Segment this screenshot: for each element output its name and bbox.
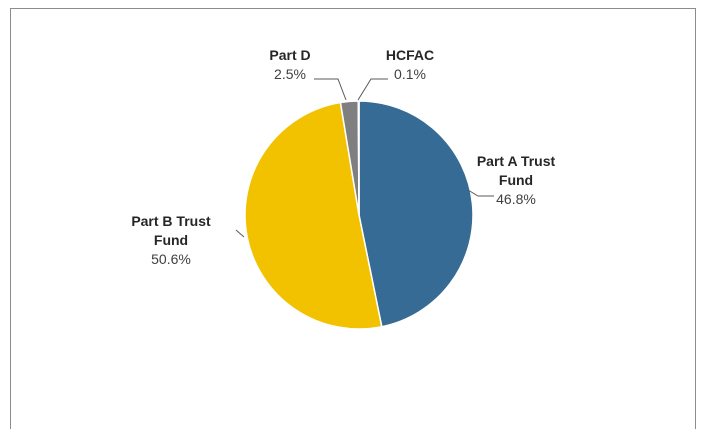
pie-slice [357, 100, 360, 216]
data-label: Part A Trust Fund 46.8% [470, 152, 562, 209]
leader-line [314, 78, 347, 101]
value-label: 50.6% [151, 251, 191, 267]
category-label: Part D [269, 47, 311, 63]
data-label: Part B Trust Fund 50.6% [125, 212, 217, 269]
category-label: HCFAC [385, 47, 435, 63]
pie-slice [244, 101, 383, 330]
category-label: Part B Trust Fund [131, 213, 211, 248]
chart-frame [10, 8, 696, 429]
leader-line [357, 78, 388, 101]
leader-line [235, 229, 245, 238]
data-label: Part D 2.5% [245, 46, 335, 84]
value-label: 2.5% [274, 66, 306, 82]
leader-line [467, 189, 494, 197]
value-label: 0.1% [394, 66, 426, 82]
value-label: 46.8% [496, 191, 536, 207]
data-label: HCFAC 0.1% [365, 46, 455, 84]
pie-slice [358, 100, 474, 328]
category-label: Part A Trust Fund [476, 153, 556, 188]
